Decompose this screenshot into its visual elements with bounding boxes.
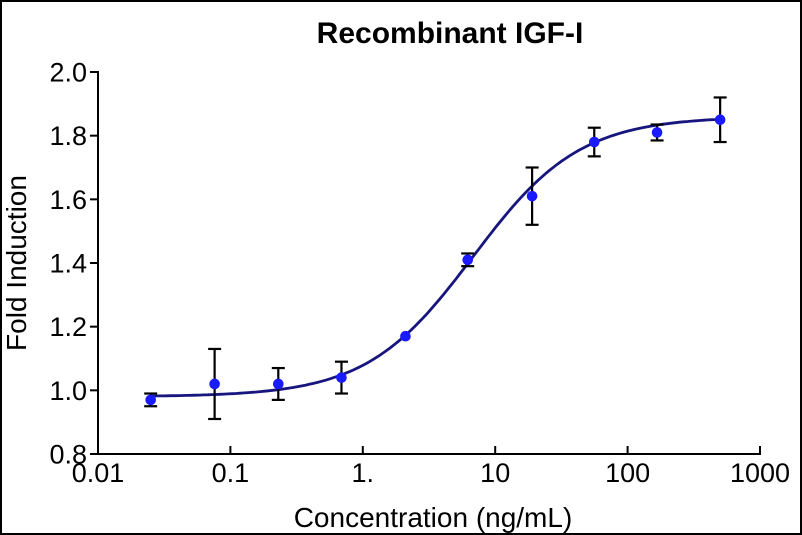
data-point (588, 136, 600, 148)
data-point (714, 114, 726, 126)
y-tick-label: 1.2 (49, 312, 87, 342)
y-tick-label: 1.4 (49, 249, 87, 279)
data-point (526, 190, 538, 202)
x-tick-label: 100 (605, 458, 650, 488)
x-tick-label: 0.01 (72, 458, 125, 488)
data-point (272, 378, 284, 390)
y-tick-label: 0.8 (49, 440, 87, 470)
data-point (209, 378, 220, 390)
data-point (400, 330, 411, 342)
y-axis-ticks: 0.8 1.0 1.2 1.4 1.6 1.8 2.0 (49, 58, 98, 470)
x-tick-label: 0.1 (212, 458, 250, 488)
x-tick-label: 1. (352, 458, 375, 488)
data-points (145, 114, 726, 406)
x-axis-ticks: 0.01 0.1 1. 10 100 1000 (72, 446, 790, 488)
x-tick-label: 1000 (730, 458, 790, 488)
data-point (462, 254, 474, 266)
x-tick-label: 10 (480, 458, 510, 488)
y-tick-label: 1.6 (49, 185, 87, 215)
chart-title: Recombinant IGF-I (317, 17, 584, 50)
data-point (651, 127, 663, 138)
data-point (336, 372, 347, 383)
y-axis-title: Fold Induction (1, 175, 32, 351)
y-tick-label: 1.8 (49, 121, 87, 151)
data-point (145, 394, 156, 406)
x-axis-title: Concentration (ng/mL) (294, 502, 573, 533)
y-tick-label: 2.0 (49, 58, 87, 88)
error-bars (144, 96, 727, 421)
y-tick-label: 1.0 (49, 376, 87, 406)
dose-response-curve (150, 117, 721, 398)
